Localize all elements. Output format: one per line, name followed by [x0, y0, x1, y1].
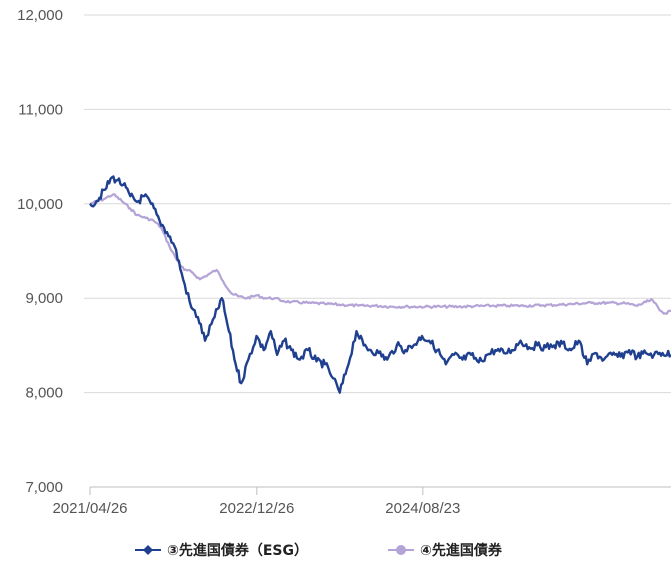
legend-item-series-1[interactable]: ③先進国債券（ESG）: [135, 540, 308, 560]
y-tick-label: 8,000: [25, 385, 63, 402]
series-line-1: [89, 175, 671, 394]
circle-marker-icon: [388, 545, 414, 555]
line-chart: 7,000 8,000 9,000 10,000 11,000 12,000 2021/0…: [17, 7, 671, 517]
y-tick-label: 11,000: [18, 101, 63, 118]
plot-area: [89, 175, 671, 394]
y-tick-label: 10,000: [17, 196, 63, 213]
x-tick-label: 2024/08/23: [385, 500, 460, 517]
legend-label-series-2: ④先進国債券: [420, 543, 502, 559]
legend: ③先進国債券（ESG） ④先進国債券: [0, 540, 671, 566]
y-tick-label: 9,000: [25, 290, 63, 307]
y-axis: 7,000 8,000 9,000 10,000 11,000 12,000: [17, 7, 63, 496]
x-tick-label: 2022/12/26: [219, 500, 294, 517]
series-line-2: [89, 193, 671, 315]
grid-lines: [84, 14, 671, 394]
x-tick-label: 2021/04/26: [52, 500, 127, 517]
diamond-marker-icon: [135, 545, 161, 555]
y-tick-label: 12,000: [17, 7, 63, 24]
legend-item-series-2[interactable]: ④先進国債券: [388, 540, 502, 560]
x-axis: 2021/04/26 2022/12/26 2024/08/23: [52, 486, 671, 517]
y-tick-label: 7,000: [25, 479, 63, 496]
legend-label-series-1: ③先進国債券（ESG）: [167, 543, 308, 559]
